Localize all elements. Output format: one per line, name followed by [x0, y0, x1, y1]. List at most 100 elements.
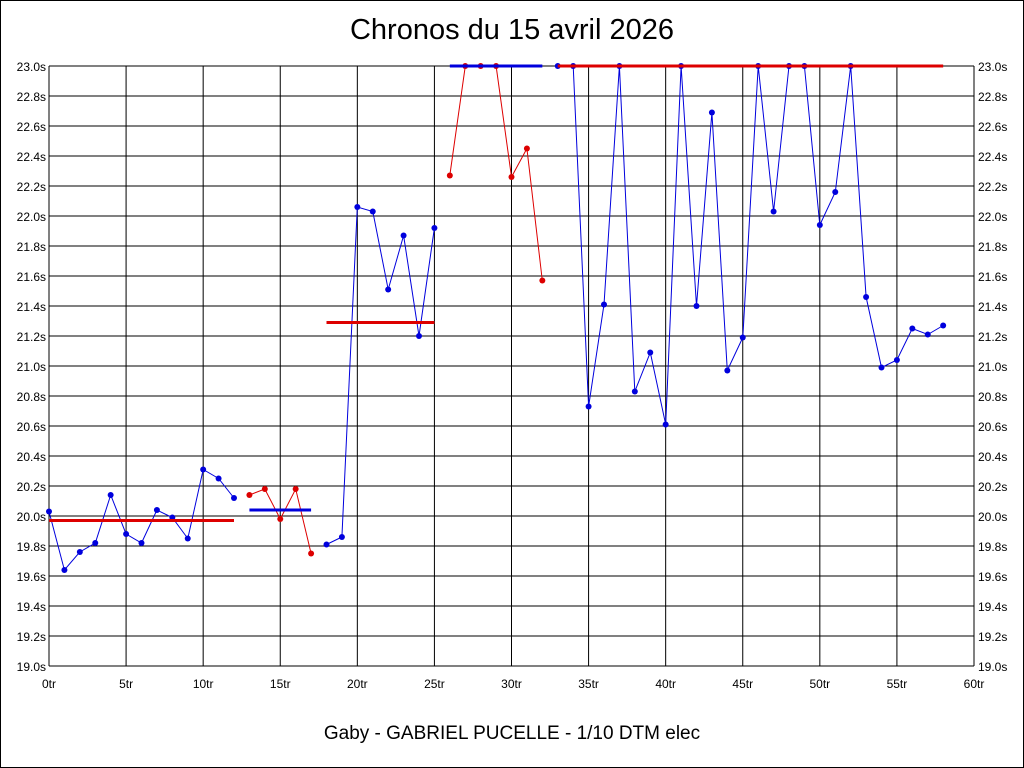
x-tick-label: 10tr [193, 677, 214, 691]
y-tick-label-left: 22.6s [17, 120, 46, 134]
y-tick-label-right: 20.4s [978, 450, 1007, 464]
y-tick-label-right: 22.4s [978, 150, 1007, 164]
data-point [539, 277, 546, 284]
data-point [631, 388, 638, 395]
data-point [277, 516, 284, 522]
data-point [246, 492, 253, 498]
y-tick-label-left: 21.2s [17, 330, 46, 344]
data-point [770, 208, 777, 215]
y-tick-label-right: 23.0s [978, 60, 1007, 74]
y-tick-label-right: 21.4s [978, 300, 1007, 314]
data-point [601, 301, 607, 308]
data-point [200, 466, 207, 473]
y-tick-label-left: 21.6s [17, 270, 46, 284]
chart-title: Chronos du 15 avril 2026 [349, 14, 675, 46]
x-tick-label: 20tr [347, 677, 368, 691]
x-tick-label: 55tr [887, 677, 908, 691]
y-tick-label-left: 20.4s [17, 450, 46, 464]
data-point [924, 331, 931, 338]
chart-footer: Gaby - GABRIEL PUCELLE - 1/10 DTM elec [323, 723, 701, 744]
y-tick-label-right: 22.0s [978, 210, 1007, 224]
data-point [416, 333, 422, 339]
data-point [92, 540, 99, 546]
y-tick-label-right: 19.8s [978, 540, 1007, 554]
y-tick-label-right: 20.2s [978, 480, 1007, 494]
data-point [138, 540, 145, 546]
data-point [354, 204, 361, 210]
y-tick-label-left: 21.8s [17, 240, 46, 254]
data-point [585, 403, 592, 410]
y-tick-label-left: 19.4s [17, 600, 46, 614]
series-line-3 [326, 206, 435, 545]
data-point [338, 534, 345, 540]
data-point [153, 507, 160, 513]
y-tick-label-right: 22.8s [978, 90, 1007, 104]
data-point [708, 109, 715, 116]
y-tick-label-left: 22.4s [17, 150, 46, 164]
data-point [724, 367, 731, 374]
y-tick-label-right: 21.2s [978, 330, 1007, 344]
data-point [323, 541, 330, 548]
y-tick-label-right: 19.6s [978, 570, 1007, 584]
data-point [523, 145, 530, 152]
data-point [693, 303, 700, 309]
data-point [107, 492, 114, 498]
data-point [231, 495, 237, 501]
x-tick-label: 25tr [424, 677, 445, 691]
x-tick-label: 5tr [119, 677, 133, 691]
data-point [816, 222, 823, 228]
data-point [385, 286, 392, 293]
y-tick-label-left: 20.6s [17, 420, 46, 434]
y-tick-label-left: 20.0s [17, 510, 46, 524]
data-point [308, 550, 315, 557]
data-point [909, 325, 916, 332]
x-tick-label: 15tr [270, 677, 291, 691]
data-point [76, 549, 83, 555]
data-point [739, 334, 746, 341]
y-tick-label-left: 21.4s [17, 300, 46, 314]
y-tick-label-left: 19.6s [17, 570, 46, 584]
data-point [369, 208, 376, 215]
data-point [400, 232, 407, 239]
data-point [662, 421, 669, 428]
data-point [431, 225, 438, 231]
data-point [832, 189, 839, 195]
y-tick-label-left: 19.2s [17, 630, 46, 644]
data-point [508, 174, 515, 180]
y-tick-label-left: 19.0s [17, 660, 46, 674]
y-tick-label-right: 21.0s [978, 360, 1007, 374]
y-tick-label-left: 20.2s [17, 480, 46, 494]
x-tick-label: 40tr [655, 677, 676, 691]
data-point [184, 535, 191, 542]
data-point [292, 486, 299, 492]
y-tick-label-left: 22.2s [17, 180, 46, 194]
data-point [940, 322, 947, 329]
y-tick-label-right: 19.2s [978, 630, 1007, 644]
y-tick-label-right: 21.6s [978, 270, 1007, 284]
y-tick-label-right: 20.0s [978, 510, 1007, 524]
data-point [446, 172, 453, 179]
x-tick-label: 60tr [964, 677, 985, 691]
series-line-5 [557, 65, 944, 425]
data-point [215, 475, 222, 482]
data-point [61, 567, 68, 573]
data-point [863, 294, 870, 300]
data-point [893, 357, 900, 363]
y-tick-label-right: 19.0s [978, 660, 1007, 674]
y-tick-label-left: 19.8s [17, 540, 46, 554]
y-tick-label-left: 22.8s [17, 90, 46, 104]
x-tick-label: 35tr [578, 677, 599, 691]
y-tick-label-right: 20.8s [978, 390, 1007, 404]
y-tick-label-right: 22.6s [978, 120, 1007, 134]
data-point [123, 531, 130, 537]
x-tick-label: 30tr [501, 677, 522, 691]
data-point [46, 508, 52, 515]
data-point [878, 364, 885, 371]
x-tick-label: 45tr [732, 677, 753, 691]
y-tick-label-left: 22.0s [17, 210, 46, 224]
y-tick-label-left: 23.0s [17, 60, 46, 74]
y-tick-label-right: 19.4s [978, 600, 1007, 614]
data-point [647, 349, 654, 356]
x-tick-label: 50tr [809, 677, 830, 691]
